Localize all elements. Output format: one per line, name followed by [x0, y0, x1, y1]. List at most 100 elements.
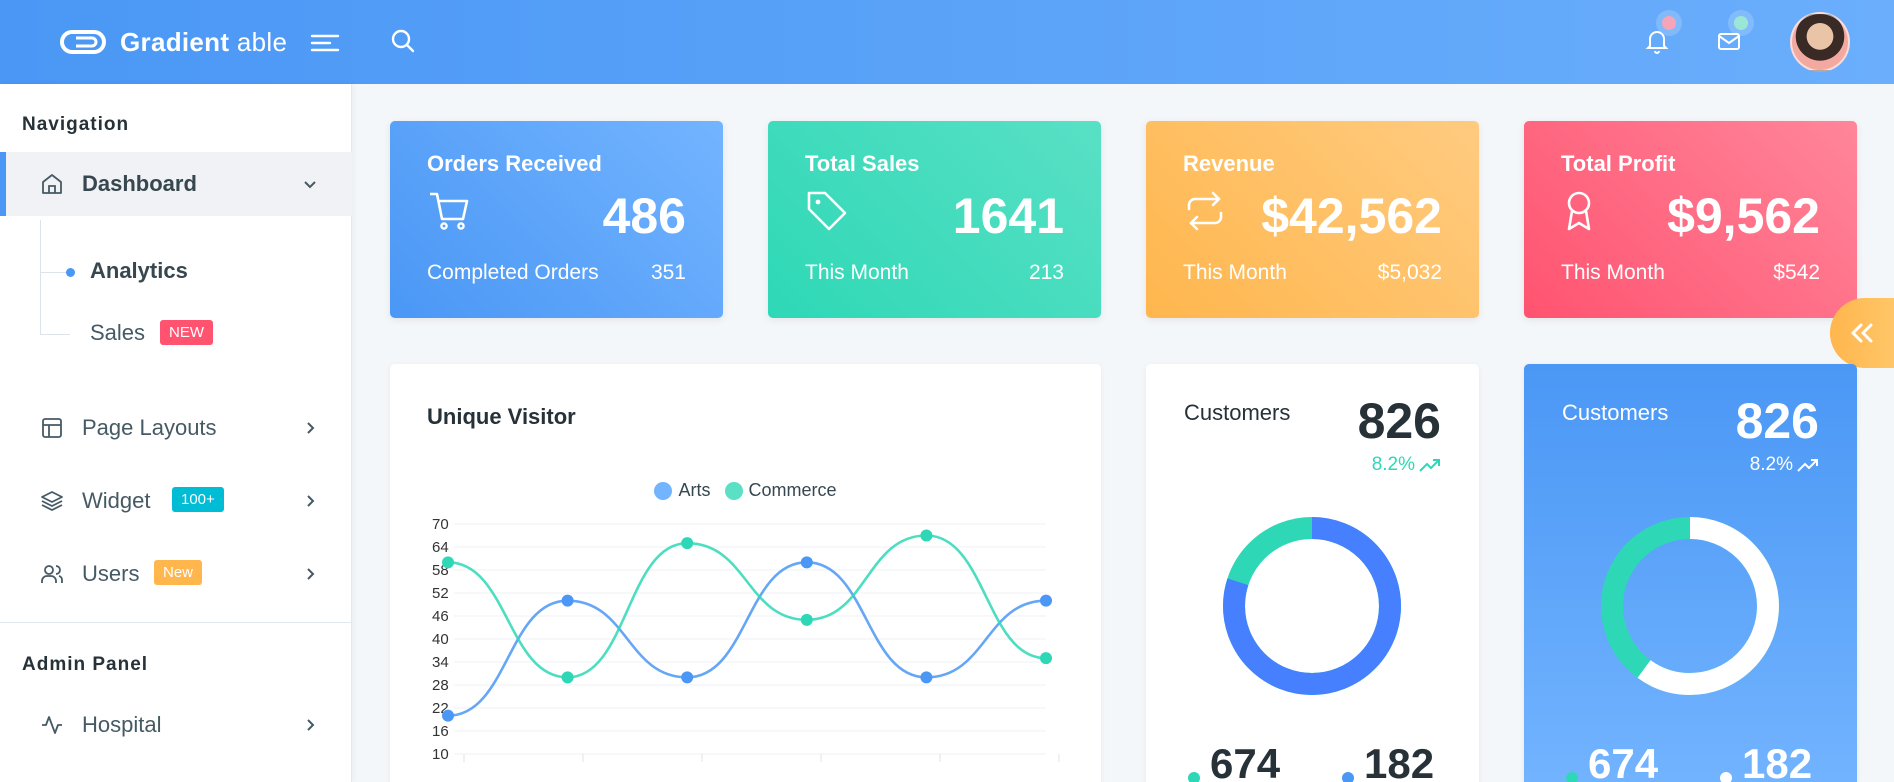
mail-icon[interactable] [1712, 24, 1746, 58]
customers-count: 826 [1735, 393, 1819, 449]
growth-value: 8.2% [1749, 454, 1793, 475]
y-tick-label: 34 [432, 654, 449, 671]
data-point[interactable] [920, 529, 933, 542]
sidebar-item-label: Users [82, 561, 140, 586]
data-point[interactable] [1040, 594, 1052, 607]
chevron-right-icon [307, 568, 315, 580]
data-point[interactable] [681, 537, 694, 550]
sidebar: Navigation Dashboard Analytics Sales NEW… [0, 84, 352, 782]
repeat-icon [1187, 191, 1223, 231]
series-line-commerce [447, 534, 1047, 679]
customers-donut-chart [1601, 517, 1779, 695]
data-point[interactable] [800, 613, 813, 626]
data-point[interactable] [920, 671, 933, 684]
sidebar-sub-analytics[interactable]: Analytics [90, 258, 188, 283]
chart-legend: Arts Commerce [390, 480, 1101, 501]
legend-swatch [724, 481, 743, 500]
data-point[interactable] [561, 671, 574, 684]
customers-count: 826 [1357, 393, 1441, 449]
submenu-branch [40, 272, 70, 273]
message-dot [1734, 16, 1748, 30]
new-badge: New [154, 560, 203, 585]
data-point[interactable] [561, 594, 574, 607]
y-tick-label: 70 [432, 516, 449, 533]
count-badge: 100+ [172, 487, 224, 512]
tag-icon [807, 191, 847, 231]
notification-dot [1662, 16, 1676, 30]
sidebar-item-label: Dashboard [82, 171, 197, 196]
collapse-panel-button[interactable] [1830, 298, 1894, 368]
breakdown-value: 182 [1364, 740, 1435, 782]
sidebar-item-users[interactable]: Users New [0, 542, 352, 606]
breakdown-b: 182 [1720, 740, 1812, 782]
data-point[interactable] [800, 556, 813, 569]
breakdown-a: 674 [1566, 740, 1658, 782]
y-tick-label: 16 [432, 723, 449, 740]
sidebar-item-label: Widget [82, 488, 151, 513]
growth-value: 8.2% [1371, 454, 1415, 475]
submenu-branch [40, 334, 70, 335]
stat-card-revenue[interactable]: Revenue $42,562 This Month $5,032 [1146, 121, 1479, 318]
logo-icon [60, 30, 106, 54]
sidebar-item-hospital[interactable]: Hospital [0, 693, 352, 757]
trending-up-icon [1419, 459, 1440, 472]
data-point[interactable] [681, 671, 694, 684]
stat-card-sales[interactable]: Total Sales 1641 This Month 213 [768, 121, 1101, 318]
sidebar-item-page-layouts[interactable]: Page Layouts [0, 396, 352, 460]
stat-sub-value: 351 [650, 261, 686, 284]
y-tick-label: 64 [432, 539, 449, 556]
chevron-down-icon [304, 181, 316, 189]
layout-icon [42, 418, 62, 438]
y-tick-label: 52 [432, 585, 449, 602]
submenu-tree-line [40, 220, 41, 334]
sidebar-item-dashboard[interactable]: Dashboard [0, 152, 352, 216]
stat-sub-value: $5,032 [1377, 261, 1442, 284]
bell-icon[interactable] [1640, 24, 1674, 58]
breakdown-b: 182 [1342, 740, 1434, 782]
card-label: Customers [1184, 400, 1291, 425]
stat-value: $42,562 [1261, 188, 1442, 244]
user-avatar[interactable] [1790, 12, 1850, 72]
y-tick-label: 10 [432, 746, 449, 763]
brand-logo[interactable]: Gradient able [52, 24, 287, 60]
legend-item-arts[interactable]: Arts [654, 480, 711, 501]
sidebar-divider [0, 622, 352, 623]
customers-card: Customers 826 8.2% 674 182 [1146, 364, 1479, 782]
search-icon[interactable] [388, 26, 418, 56]
y-tick-label: 28 [432, 677, 449, 694]
data-point[interactable] [442, 556, 454, 569]
nav-caption: Navigation [22, 114, 130, 135]
donut-segment [1223, 517, 1401, 695]
y-tick-label: 46 [432, 608, 449, 625]
legend-label: Commerce [748, 480, 837, 500]
stat-sub-label: This Month [805, 261, 909, 284]
stat-title: Revenue [1183, 151, 1275, 176]
menu-icon[interactable] [310, 30, 340, 56]
stat-card-orders[interactable]: Orders Received 486 Completed Orders 351 [390, 121, 723, 318]
trending-up-icon [1797, 459, 1818, 472]
stat-card-profit[interactable]: Total Profit $9,562 This Month $542 [1524, 121, 1857, 318]
stat-value: 1641 [952, 188, 1064, 244]
stat-title: Orders Received [427, 151, 602, 176]
sidebar-item-label: Page Layouts [82, 415, 217, 440]
card-label: Customers [1562, 400, 1669, 425]
stat-sub-label: This Month [1183, 261, 1287, 284]
sidebar-item-widget[interactable]: Widget 100+ [0, 469, 352, 533]
layers-icon [41, 491, 63, 512]
users-icon [41, 565, 63, 583]
breakdown-value: 674 [1588, 740, 1659, 782]
breakdown-dot [1188, 772, 1200, 782]
admin-caption: Admin Panel [22, 654, 149, 675]
stat-sub-value: 213 [1028, 261, 1064, 284]
y-tick-label: 40 [432, 631, 449, 648]
legend-item-commerce[interactable]: Commerce [724, 480, 837, 501]
data-point[interactable] [1040, 652, 1052, 665]
stat-title: Total Profit [1561, 151, 1676, 176]
sidebar-sub-sales[interactable]: Sales [90, 320, 145, 346]
brand-name: Gradient able [120, 26, 288, 57]
unique-visitor-card: Unique Visitor Arts Commerce 70 64 58 52 46 4… [390, 364, 1101, 782]
data-point[interactable] [442, 709, 454, 722]
stat-title: Total Sales [805, 151, 920, 176]
chevron-right-icon [307, 422, 315, 434]
breakdown-dot [1566, 772, 1578, 782]
